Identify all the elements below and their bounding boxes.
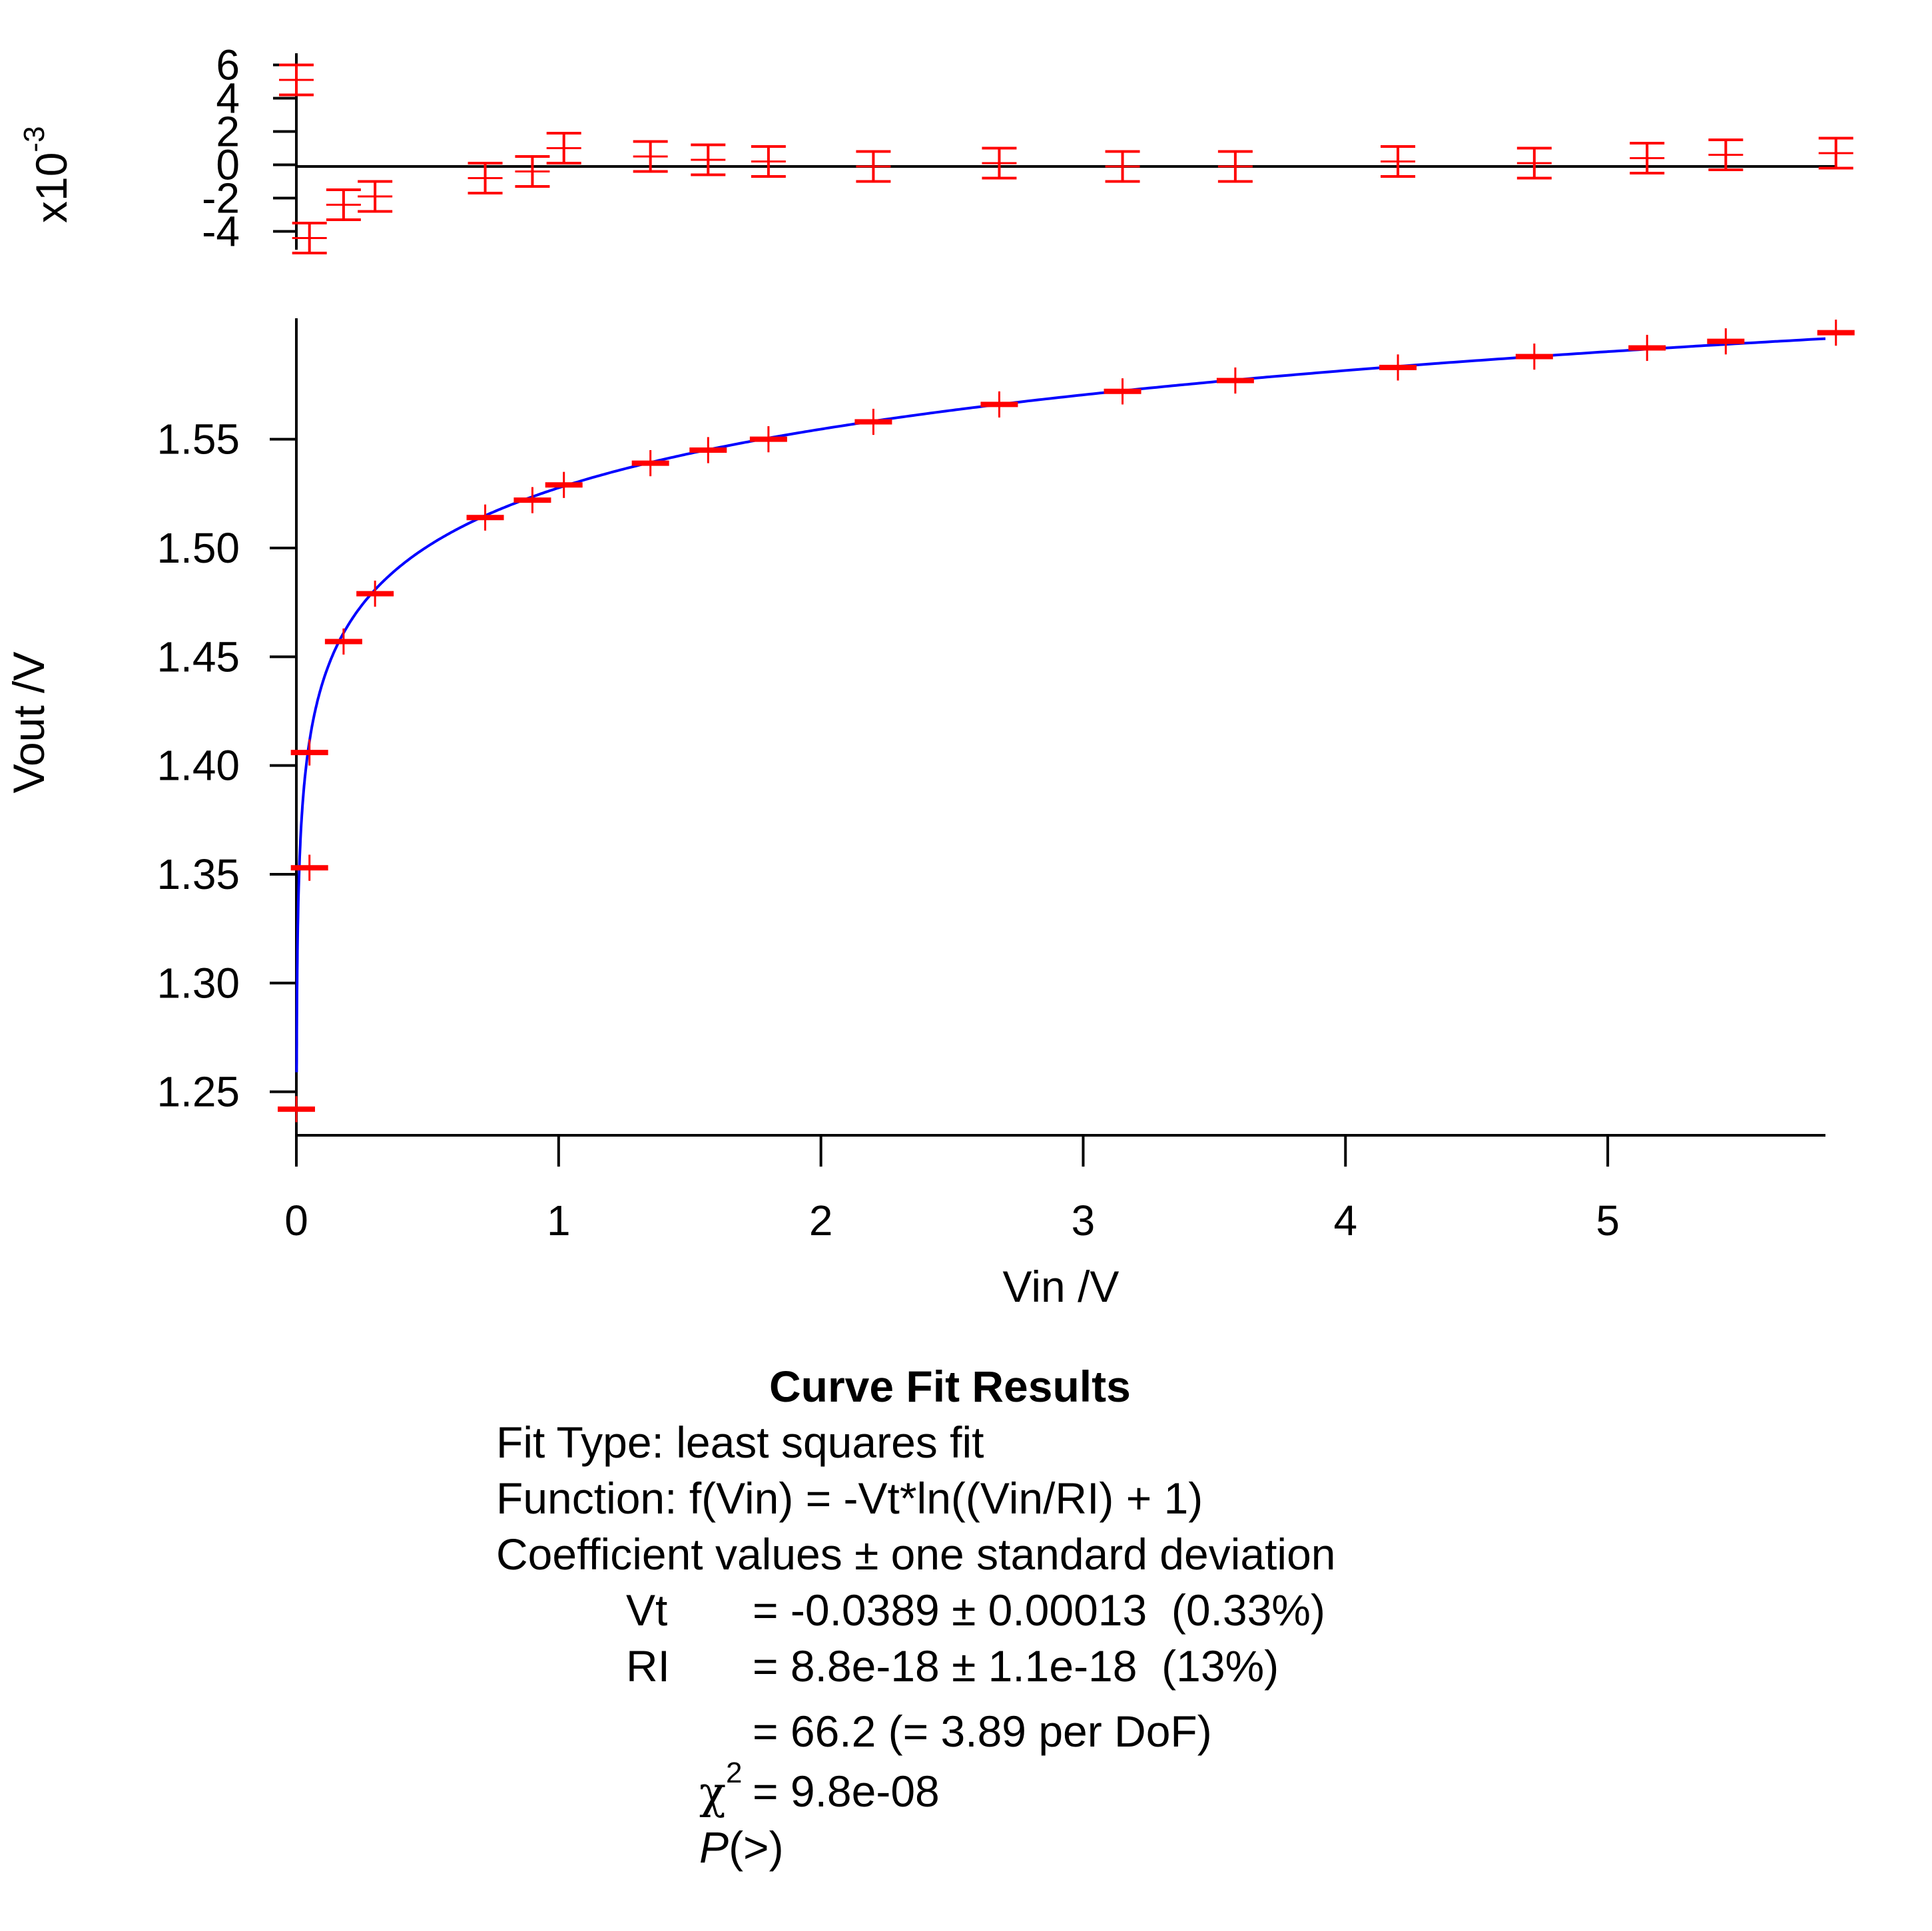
residual-point (546, 132, 581, 164)
coef-value-ri: = 8.8e-18 ± 1.1e-18 (13%) (753, 1641, 1279, 1691)
main-ticks: 1.25 1.30 1.35 1.40 1.45 1.50 1.55 0 1 2 3 4 5 (157, 415, 1619, 1244)
x-tick-label: 1 (547, 1197, 571, 1244)
x-tick-label: 5 (1596, 1197, 1620, 1244)
residual-point (633, 140, 668, 173)
data-point (749, 426, 787, 453)
x-tick-label: 2 (809, 1197, 833, 1244)
data-point (1515, 343, 1553, 370)
coef-row-vt: Vt = -0.0389 ± 0.00013 (0.33%) (496, 1582, 1628, 1638)
residual-y-tick-label: 6 (216, 41, 240, 89)
data-point (1817, 320, 1855, 346)
x-axis-title: Vin /V (1003, 1262, 1120, 1311)
fit-curve (295, 337, 1826, 1073)
residual-point (691, 143, 726, 176)
data-point (290, 739, 328, 766)
residual-point (292, 222, 327, 254)
residual-ylabel: x10-3 (18, 126, 76, 223)
residual-point (856, 150, 891, 183)
y-tick-label: 1.45 (157, 633, 240, 681)
y-tick-label: 1.30 (157, 959, 240, 1007)
main-points (278, 320, 1855, 1123)
residual-point (358, 180, 393, 213)
y-axis-title: Vout /V (4, 652, 53, 794)
data-point (1104, 378, 1141, 405)
y-tick-label: 1.55 (157, 415, 240, 463)
curve-fit-results: Curve Fit Results Fit Type: least square… (496, 1358, 1628, 1872)
data-point (631, 450, 669, 477)
data-point (513, 487, 551, 513)
residual-y-tick-label: 2 (216, 108, 240, 156)
coefficient-header: Coefficient values ± one standard deviat… (496, 1529, 1336, 1579)
coef-value-vt: = -0.0389 ± 0.00013 (0.33%) (753, 1585, 1325, 1635)
x-tick-label: 3 (1072, 1197, 1096, 1244)
residual-y-tick-label: -4 (202, 208, 240, 256)
data-point (324, 628, 362, 655)
data-point (1707, 328, 1745, 355)
data-point (854, 408, 892, 435)
coef-name-vt: Vt (626, 1585, 668, 1635)
chi-square-row: χ2 = 66.2 (= 3.89 per DoF) (496, 1694, 1628, 1818)
data-point (1379, 354, 1417, 381)
data-point (356, 581, 394, 607)
data-point (466, 504, 504, 531)
fit-results-title: Curve Fit Results (769, 1362, 1131, 1411)
chi-square-value: = 66.2 (= 3.89 per DoF) (753, 1707, 1212, 1756)
residual-point (279, 63, 314, 97)
data-point (545, 471, 583, 498)
x-tick-label: 0 (284, 1197, 308, 1244)
main-panel: 1.25 1.30 1.35 1.40 1.45 1.50 1.55 0 1 2 3 4 5 Vin /… (4, 318, 1855, 1311)
residual-point (1708, 138, 1744, 171)
p-value: = 9.8e-08 (753, 1767, 940, 1816)
p-value-row: P(>) = 9.8e-08 (496, 1763, 1628, 1872)
residual-y-tick-label: 4 (216, 75, 240, 123)
residual-points (279, 63, 1853, 254)
p-value-symbol: P(>) (699, 1822, 784, 1872)
y-tick-label: 1.50 (157, 524, 240, 572)
residual-point (468, 162, 503, 194)
y-tick-label: 1.35 (157, 850, 240, 898)
data-point (290, 854, 328, 881)
y-tick-label: 1.25 (157, 1068, 240, 1116)
data-point (689, 437, 727, 463)
x-tick-label: 4 (1334, 1197, 1358, 1244)
residual-y-tick-label: 0 (216, 141, 240, 189)
fit-type: Fit Type: least squares fit (496, 1418, 984, 1467)
residual-point (751, 145, 786, 178)
residual-point (1630, 142, 1665, 174)
coef-name-ri: RI (626, 1641, 670, 1691)
fit-function: Function: f(Vin) = -Vt*ln((Vin/RI) + 1) (496, 1474, 1203, 1523)
residual-point (326, 188, 361, 221)
residual-point (515, 155, 550, 188)
residual-point (1516, 146, 1552, 180)
residual-point (1217, 150, 1253, 183)
data-point (980, 391, 1018, 417)
data-point (1216, 367, 1254, 394)
data-point (1628, 334, 1666, 362)
residual-y-tick-label: -2 (202, 174, 240, 222)
residual-point (1818, 137, 1853, 170)
chi-square-symbol: χ2 (699, 1757, 743, 1818)
residual-point (982, 146, 1017, 180)
coef-row-ri: RI = 8.8e-18 ± 1.1e-18 (13%) (496, 1638, 1628, 1694)
residual-point (1105, 150, 1140, 183)
data-point (278, 1096, 315, 1123)
y-tick-label: 1.40 (157, 742, 240, 790)
residual-point (1381, 145, 1416, 178)
